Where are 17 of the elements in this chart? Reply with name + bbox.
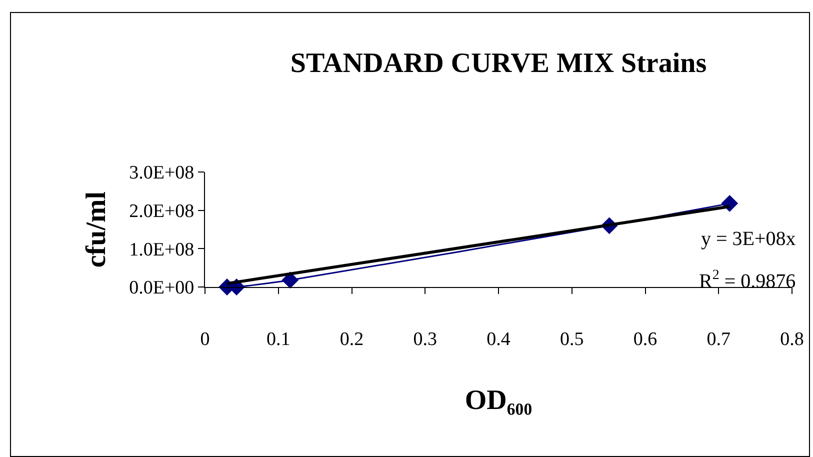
x-tick-label: 0.8 xyxy=(780,328,804,350)
x-tick-label: 0.6 xyxy=(633,328,658,350)
x-tick-label: 0.7 xyxy=(706,328,731,350)
y-tick-label: 3.0E+08 xyxy=(129,162,194,184)
y-tick-label: 2.0E+08 xyxy=(129,200,194,222)
y-axis-title: cfu/ml xyxy=(80,191,112,268)
x-tick-label: 0 xyxy=(200,328,210,350)
x-tick-label: 0.5 xyxy=(560,328,584,350)
annotation: y = 3E+08x xyxy=(701,228,796,250)
y-tick-label: 1.0E+08 xyxy=(129,239,194,260)
x-tick-label: 0.2 xyxy=(340,328,364,350)
chart-title: STANDARD CURVE MIX Strains xyxy=(290,48,707,79)
x-tick-label: 0.4 xyxy=(486,328,511,350)
x-tick-label: 0.1 xyxy=(266,328,290,350)
x-tick-label: 0.3 xyxy=(413,328,438,350)
y-tick-label: 0.0E+00 xyxy=(129,278,194,299)
x-axis-title: OD₆₀₀ xyxy=(464,384,532,416)
